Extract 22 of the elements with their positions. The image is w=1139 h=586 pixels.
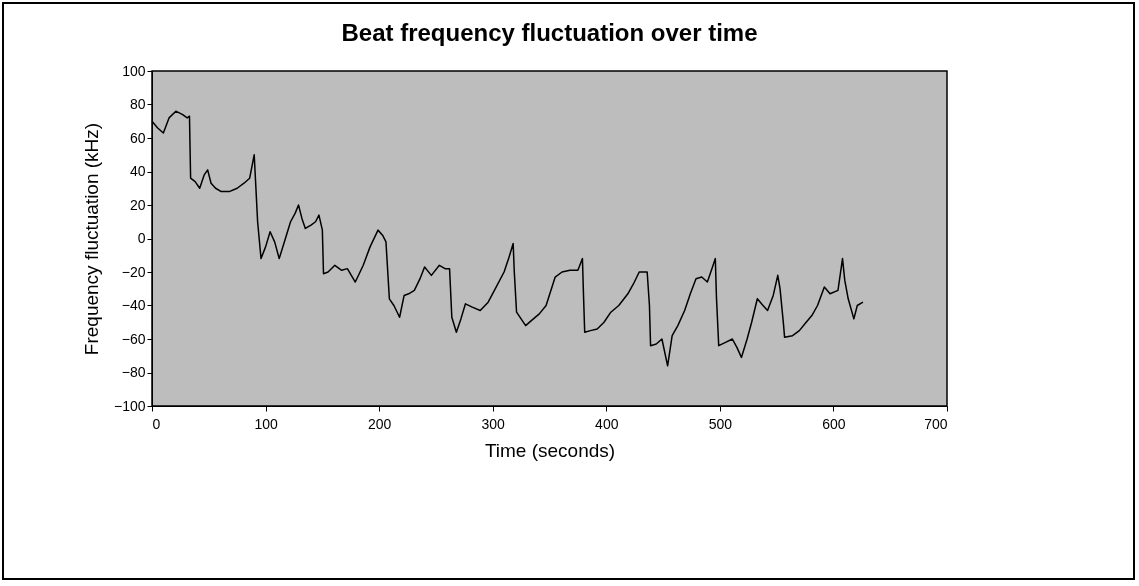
y-tick-label: −20: [121, 263, 146, 280]
x-tick-label: 700: [924, 415, 948, 432]
x-tick-label: 0: [152, 415, 161, 432]
x-tick-label: 500: [708, 415, 733, 432]
y-tick-label: 100: [122, 62, 146, 79]
x-tick-label: 600: [822, 415, 846, 432]
x-tick-label: 200: [367, 415, 392, 432]
y-tick-label: 60: [129, 129, 146, 146]
y-tick-label: −60: [121, 330, 146, 347]
x-tick-label: 300: [481, 415, 506, 432]
x-tick-label: 100: [254, 415, 278, 432]
chart-title: Beat frequency fluctuation over time: [341, 19, 758, 46]
y-tick-label: 40: [129, 163, 146, 179]
y-tick-label: 80: [129, 96, 146, 112]
y-tick-label: −100: [113, 397, 146, 414]
x-tick-label: 400: [595, 415, 619, 432]
y-tick-label: 0: [137, 230, 146, 246]
y-axis-title: Frequency fluctuation (kHz): [80, 122, 102, 356]
x-axis-title: Time (seconds): [484, 439, 616, 461]
y-tick-label: 20: [129, 196, 146, 213]
y-tick-label: −40: [121, 297, 146, 313]
y-tick-label: −80: [121, 364, 146, 380]
